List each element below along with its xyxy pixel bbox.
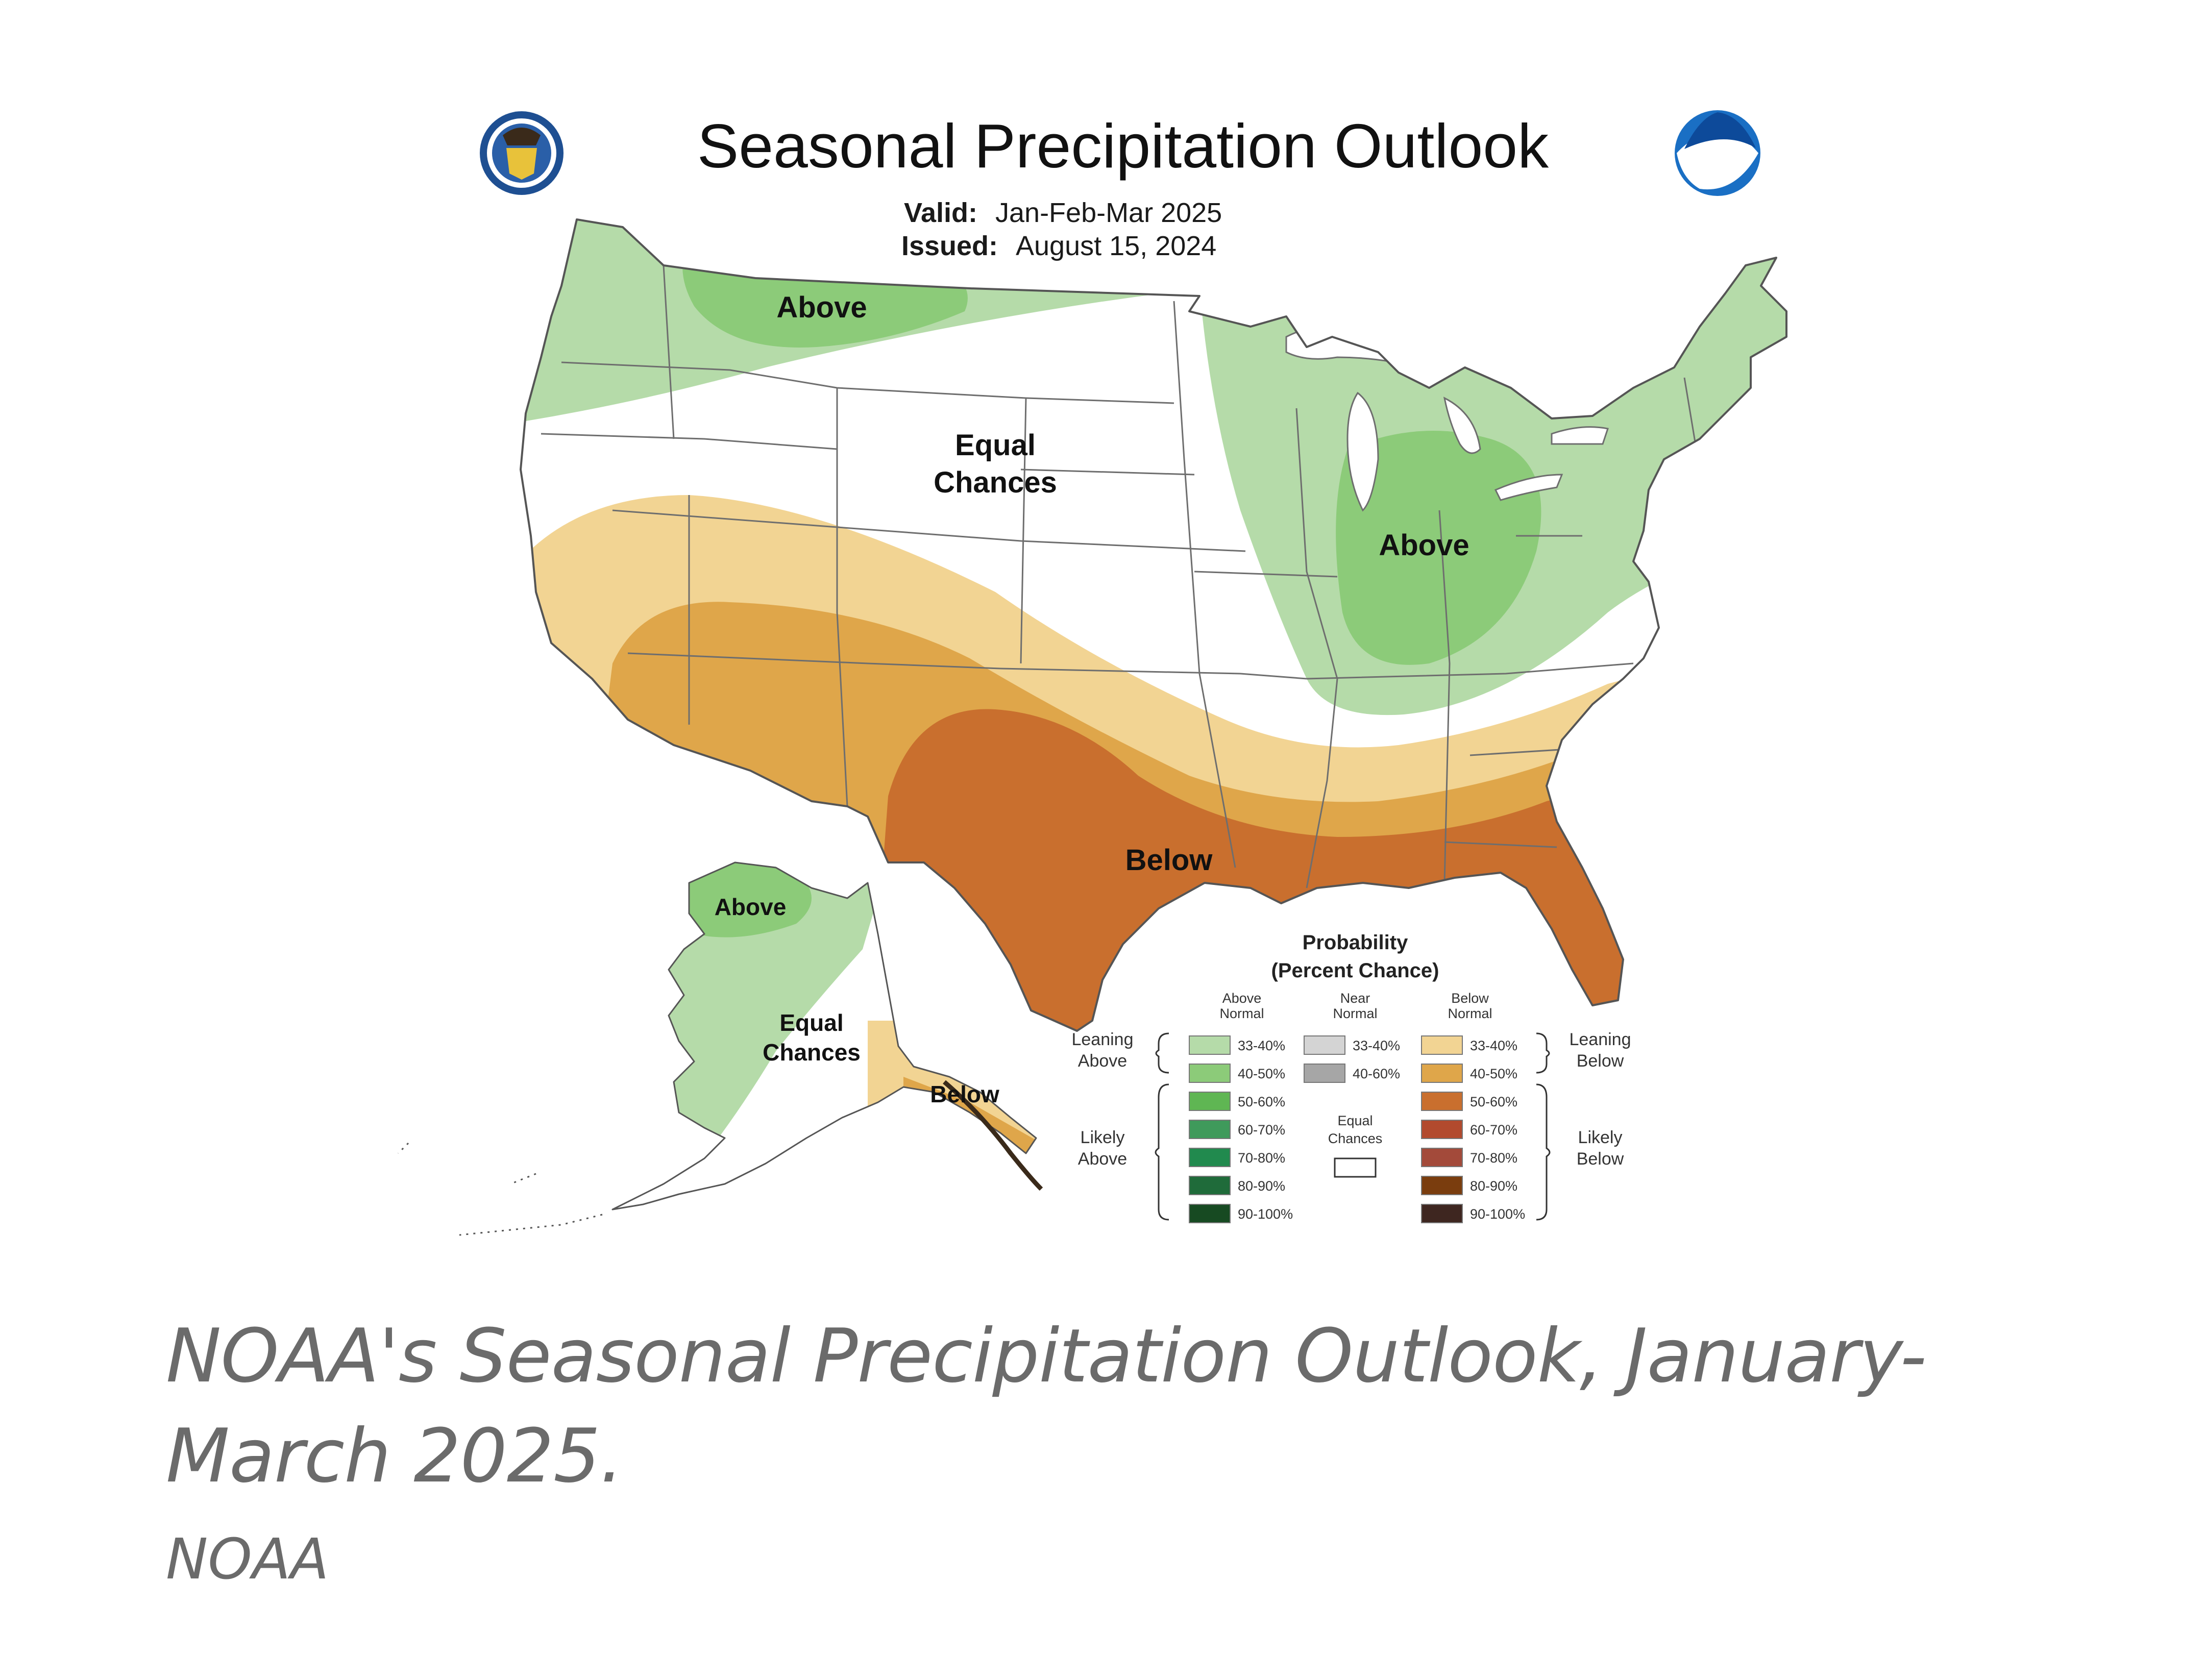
- alaska-map: Above Equal Chances Below: [397, 861, 1043, 1236]
- legend-above-swatch: [1189, 1148, 1231, 1167]
- legend-above-label: 40-50%: [1238, 1066, 1285, 1081]
- state-borders: [541, 265, 1751, 888]
- legend-likely-below-line-2: Below: [1577, 1149, 1624, 1169]
- legend-above-swatch: [1189, 1176, 1231, 1195]
- region-label-midwest-above: Above: [1379, 529, 1469, 562]
- legend-below-label: 40-50%: [1470, 1066, 1517, 1081]
- legend-near-label: 40-60%: [1353, 1066, 1400, 1081]
- noaa-logo-icon: [1675, 110, 1760, 196]
- legend-above-swatch: [1189, 1064, 1231, 1083]
- legend-col-near-line-1: Near: [1340, 991, 1370, 1006]
- legend-col-above-line-2: Normal: [1219, 1006, 1264, 1021]
- figure-credit: NOAA: [166, 1526, 329, 1592]
- legend-likely-above-line-1: Likely: [1081, 1128, 1125, 1147]
- legend-above-swatch: [1189, 1092, 1231, 1111]
- legend-above-swatch: [1189, 1035, 1231, 1055]
- legend-likely-below-line-1: Likely: [1578, 1128, 1623, 1147]
- midwest-above-40-area: [1336, 431, 1541, 665]
- legend-col-below-line-1: Below: [1451, 991, 1489, 1006]
- legend-above-swatch: [1189, 1120, 1231, 1139]
- legend-above-swatch: [1189, 1204, 1231, 1223]
- legend-below-swatch: [1421, 1064, 1463, 1083]
- region-label-equal-chances-line-2: Chances: [934, 466, 1057, 499]
- region-label-alaska-above: Above: [715, 894, 787, 920]
- legend-near-label: 33-40%: [1353, 1038, 1400, 1053]
- legend-below-label: 80-90%: [1470, 1178, 1517, 1194]
- region-label-northwest-above: Above: [776, 291, 867, 324]
- precipitation-outlook-map: Seasonal Precipitation Outlook Valid: Ja…: [397, 110, 1787, 1236]
- legend-below-label: 50-60%: [1470, 1094, 1517, 1109]
- legend-below-swatch: [1421, 1176, 1463, 1195]
- legend-leaning-above-line-1: Leaning: [1071, 1030, 1133, 1049]
- department-of-commerce-seal-icon: [480, 111, 564, 195]
- legend-below-swatch: [1421, 1092, 1463, 1111]
- legend-equal-line-1: Equal: [1337, 1113, 1373, 1128]
- legend-col-above-line-1: Above: [1222, 991, 1262, 1006]
- legend-leaning-above-line-2: Above: [1078, 1051, 1127, 1071]
- legend-title-line-1: Probability: [1303, 931, 1408, 954]
- legend-below-label: 70-80%: [1470, 1150, 1517, 1166]
- legend-near-swatches: 33-40% 40-60%: [1304, 1035, 1400, 1083]
- issued-label: Issued:: [901, 231, 998, 261]
- legend-below-swatch: [1421, 1120, 1463, 1139]
- legend-likely-above-line-2: Above: [1078, 1149, 1127, 1169]
- region-label-south-below: Below: [1125, 844, 1213, 877]
- legend-above-label: 60-70%: [1238, 1122, 1285, 1138]
- map-title: Seasonal Precipitation Outlook: [697, 111, 1549, 181]
- legend-above-label: 90-100%: [1238, 1206, 1293, 1222]
- map-graphic: Seasonal Precipitation Outlook Valid: Ja…: [397, 110, 1787, 1236]
- legend-leaning-below-line-1: Leaning: [1569, 1030, 1631, 1049]
- legend-above-label: 50-60%: [1238, 1094, 1285, 1109]
- valid-label: Valid:: [904, 197, 977, 228]
- legend-equal-line-2: Chances: [1328, 1131, 1383, 1146]
- region-label-alaska-equal-line-1: Equal: [779, 1009, 843, 1036]
- legend-below-swatch: [1421, 1204, 1463, 1223]
- legend-col-below-line-2: Normal: [1448, 1006, 1492, 1021]
- legend-below-label: 33-40%: [1470, 1038, 1517, 1053]
- legend-equal-chances-swatch: [1334, 1157, 1377, 1178]
- legend-near-swatch: [1304, 1035, 1345, 1055]
- figure-caption: NOAA's Seasonal Precipitation Outlook, J…: [166, 1313, 1927, 1499]
- legend-above-label: 70-80%: [1238, 1150, 1285, 1166]
- legend-col-near-line-2: Normal: [1333, 1006, 1377, 1021]
- legend-below-swatch: [1421, 1035, 1463, 1055]
- legend-below-swatch: [1421, 1148, 1463, 1167]
- conus-map: Above Equal Chances Above Below: [520, 218, 1787, 1032]
- legend-below-label: 90-100%: [1470, 1206, 1525, 1222]
- legend-below-label: 60-70%: [1470, 1122, 1517, 1138]
- legend-leaning-below-line-2: Below: [1577, 1051, 1624, 1071]
- probability-legend: Probability (Percent Chance) Above Norma…: [1071, 931, 1631, 1223]
- issued-value: August 15, 2024: [1016, 231, 1216, 261]
- region-label-alaska-below: Below: [930, 1081, 999, 1107]
- region-label-equal-chances-line-1: Equal: [955, 429, 1036, 462]
- legend-above-label: 33-40%: [1238, 1038, 1285, 1053]
- legend-above-label: 80-90%: [1238, 1178, 1285, 1194]
- legend-title-line-2: (Percent Chance): [1271, 959, 1439, 982]
- valid-value: Jan-Feb-Mar 2025: [995, 197, 1222, 228]
- legend-below-swatches: 33-40% 40-50% 50-60% 60-70% 70-80% 80-90% 90-1…: [1421, 1035, 1525, 1223]
- region-label-alaska-equal-line-2: Chances: [763, 1039, 861, 1066]
- legend-near-swatch: [1304, 1064, 1345, 1083]
- legend-above-swatches: 33-40% 40-50% 50-60% 60-70% 70-80% 80-90% 90-1…: [1189, 1035, 1293, 1223]
